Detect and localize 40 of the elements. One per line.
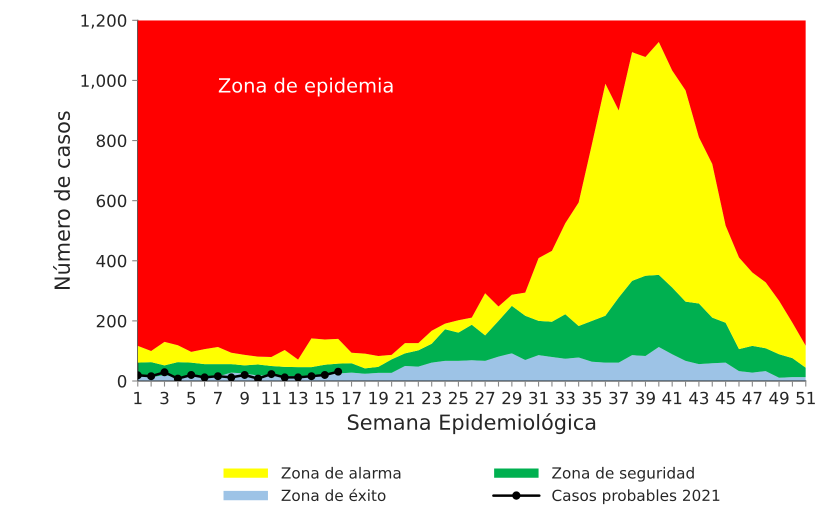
x-tick-label: 13 — [289, 392, 308, 404]
y-tick-label: 1,200 — [81, 14, 126, 29]
x-tick-label: 3 — [160, 392, 168, 404]
x-tick-label: 27 — [476, 392, 494, 404]
x-tick-label: 35 — [582, 392, 602, 404]
x-tick-label: 43 — [689, 392, 708, 404]
x-tick-label: 37 — [609, 392, 628, 404]
x-tick-label: 31 — [529, 392, 548, 404]
x-tick-label: 29 — [502, 392, 522, 404]
legend-label: Casos probables 2021 — [552, 489, 720, 504]
x-axis-title: Semana Epidemiológica — [348, 413, 596, 434]
x-tick-label: 17 — [342, 392, 361, 404]
x-tick-label: 41 — [662, 392, 682, 404]
y-tick-label: 600 — [96, 194, 126, 208]
y-tick-label: 400 — [96, 254, 126, 268]
y-tick-label: 800 — [96, 134, 126, 148]
legend-label: Zona de alarma — [282, 466, 400, 479]
y-tick-label: 200 — [96, 314, 126, 328]
legend-label: Zona de seguridad — [552, 466, 694, 482]
x-tick-label: 5 — [187, 392, 196, 404]
x-tick-label: 9 — [240, 392, 249, 404]
x-tick-label: 51 — [796, 392, 815, 404]
x-tick-label: 11 — [262, 392, 280, 404]
x-tick-label: 49 — [769, 392, 788, 404]
y-tick-label: 1,000 — [81, 74, 126, 89]
x-tick-label: 7 — [214, 392, 222, 404]
x-tick-label: 23 — [422, 392, 441, 404]
x-tick-label: 47 — [742, 392, 762, 404]
x-tick-label: 1 — [134, 392, 142, 404]
x-tick-label: 19 — [369, 392, 388, 404]
y-axis-title: Número de casos — [53, 111, 70, 289]
x-tick-label: 45 — [716, 392, 735, 404]
x-tick-label: 33 — [556, 392, 575, 404]
x-tick-label: 39 — [636, 392, 655, 404]
annotation: Zona de epidemia — [218, 78, 393, 96]
x-tick-label: 25 — [449, 392, 468, 404]
y-tick-label: 0 — [118, 374, 126, 388]
legend-label: Zona de éxito — [282, 488, 386, 502]
x-tick-label: 21 — [396, 392, 414, 404]
x-tick-label: 15 — [316, 392, 334, 404]
